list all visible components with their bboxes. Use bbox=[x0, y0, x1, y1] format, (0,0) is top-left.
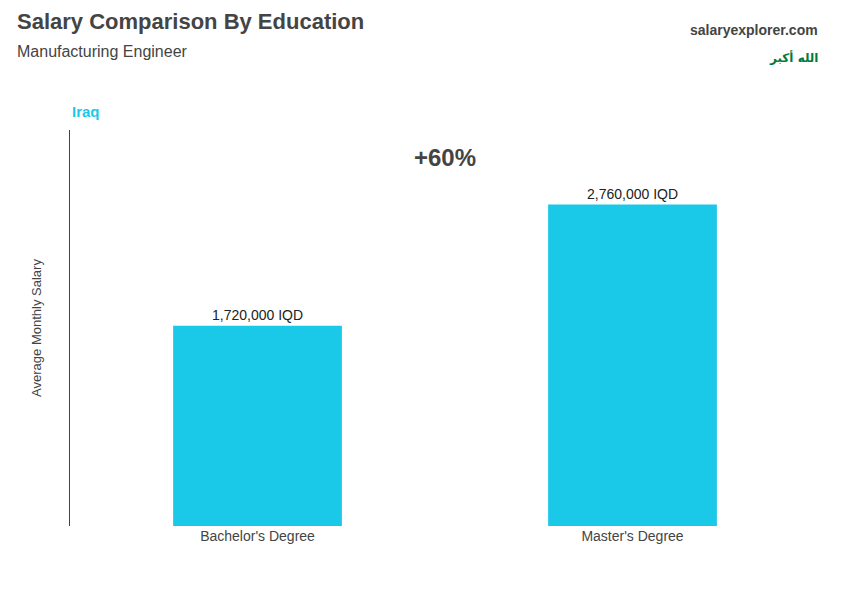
svg-text:+60%: +60% bbox=[414, 144, 476, 171]
svg-text:Average Monthly Salary: Average Monthly Salary bbox=[29, 259, 44, 397]
svg-text:Bachelor's Degree: Bachelor's Degree bbox=[200, 528, 315, 544]
svg-text:salaryexplorer.com: salaryexplorer.com bbox=[690, 22, 818, 38]
svg-text:2,760,000 IQD: 2,760,000 IQD bbox=[587, 186, 678, 202]
svg-text:Iraq: Iraq bbox=[72, 103, 100, 120]
svg-text:الله أكبر: الله أكبر bbox=[769, 50, 818, 65]
svg-text:Salary Comparison By Education: Salary Comparison By EducationManufactur… bbox=[17, 9, 364, 61]
svg-text:1,720,000 IQD: 1,720,000 IQD bbox=[212, 307, 303, 323]
svg-text:Master's Degree: Master's Degree bbox=[581, 528, 683, 544]
